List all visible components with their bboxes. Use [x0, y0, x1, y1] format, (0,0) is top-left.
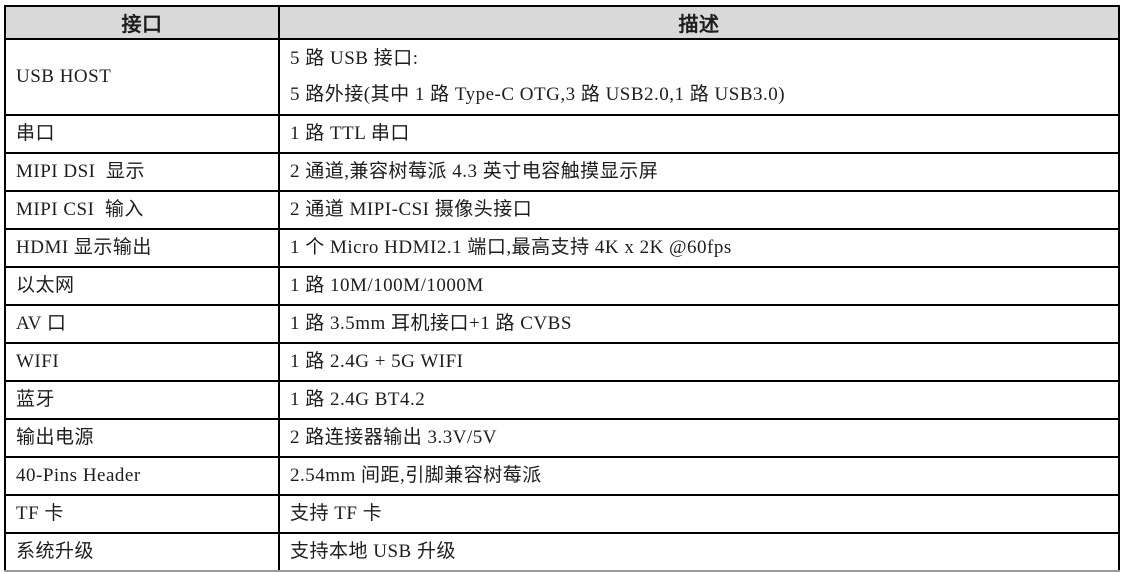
table-cell-description: 支持 TF 卡 [278, 494, 1120, 534]
table-row: 蓝牙 1 路 2.4G BT4.2 [4, 380, 1120, 420]
table-cell-description: 1 路 2.4G + 5G WIFI [278, 342, 1120, 382]
table-header-row: 接口 描述 [4, 5, 1120, 40]
column-header-description: 描述 [278, 5, 1120, 40]
table-cell-description: 1 路 2.4G BT4.2 [278, 380, 1120, 420]
table-row: 串口 1 路 TTL 串口 [4, 114, 1120, 154]
table-header: 接口 描述 [4, 5, 1120, 40]
table-row: AV 口 1 路 3.5mm 耳机接口+1 路 CVBS [4, 304, 1120, 344]
table-cell-interface: 以太网 [4, 266, 280, 306]
table-cell-description: 2.54mm 间距,引脚兼容树莓派 [278, 456, 1120, 496]
table-row: MIPI CSI 输入 2 通道 MIPI-CSI 摄像头接口 [4, 190, 1120, 230]
table-cell-interface: HDMI 显示输出 [4, 228, 280, 268]
column-header-interface: 接口 [4, 5, 280, 40]
table-cell-interface: AV 口 [4, 304, 280, 344]
table-cell-description: 2 通道 MIPI-CSI 摄像头接口 [278, 190, 1120, 230]
interface-spec-table: 接口 描述 USB HOST 5 路 USB 接口: 5 路外接(其中 1 路 … [4, 5, 1120, 572]
table-cell-description: 支持本地 USB 升级 [278, 532, 1120, 572]
table-row: 系统升级 支持本地 USB 升级 [4, 532, 1120, 572]
table-row: USB HOST 5 路 USB 接口: 5 路外接(其中 1 路 Type-C… [4, 38, 1120, 116]
table-cell-interface: MIPI CSI 输入 [4, 190, 280, 230]
table-cell-description: 2 路连接器输出 3.3V/5V [278, 418, 1120, 458]
table-cell-description: 1 个 Micro HDMI2.1 端口,最高支持 4K x 2K @60fps [278, 228, 1120, 268]
table-body: USB HOST 5 路 USB 接口: 5 路外接(其中 1 路 Type-C… [4, 38, 1120, 572]
table-row: 40-Pins Header 2.54mm 间距,引脚兼容树莓派 [4, 456, 1120, 496]
table-row: MIPI DSI 显示 2 通道,兼容树莓派 4.3 英寸电容触摸显示屏 [4, 152, 1120, 192]
table-row: 以太网 1 路 10M/100M/1000M [4, 266, 1120, 306]
table-cell-interface: TF 卡 [4, 494, 280, 534]
table-row: WIFI 1 路 2.4G + 5G WIFI [4, 342, 1120, 382]
table-cell-interface: 串口 [4, 114, 280, 154]
table-cell-description: 1 路 10M/100M/1000M [278, 266, 1120, 306]
table-cell-description: 1 路 TTL 串口 [278, 114, 1120, 154]
table-row: 输出电源 2 路连接器输出 3.3V/5V [4, 418, 1120, 458]
table-cell-description: 5 路 USB 接口: 5 路外接(其中 1 路 Type-C OTG,3 路 … [278, 38, 1120, 116]
table-cell-interface: USB HOST [4, 38, 280, 116]
table-row: TF 卡 支持 TF 卡 [4, 494, 1120, 534]
table-cell-interface: WIFI [4, 342, 280, 382]
table-cell-description: 2 通道,兼容树莓派 4.3 英寸电容触摸显示屏 [278, 152, 1120, 192]
table-row: HDMI 显示输出 1 个 Micro HDMI2.1 端口,最高支持 4K x… [4, 228, 1120, 268]
table-cell-interface: 40-Pins Header [4, 456, 280, 496]
table-cell-description: 1 路 3.5mm 耳机接口+1 路 CVBS [278, 304, 1120, 344]
table-cell-interface: MIPI DSI 显示 [4, 152, 280, 192]
table-cell-interface: 系统升级 [4, 532, 280, 572]
table-cell-interface: 输出电源 [4, 418, 280, 458]
table-cell-interface: 蓝牙 [4, 380, 280, 420]
